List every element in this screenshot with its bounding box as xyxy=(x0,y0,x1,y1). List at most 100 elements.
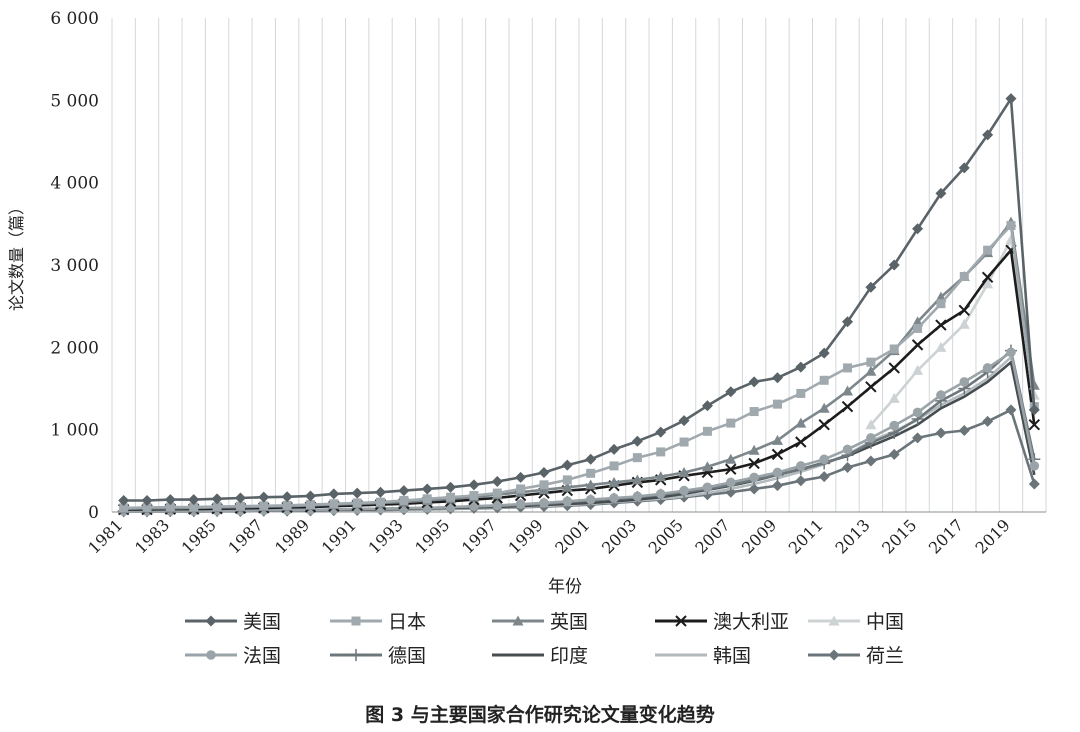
data-point xyxy=(771,372,783,384)
legend-marker xyxy=(206,650,216,660)
data-point xyxy=(608,443,620,455)
data-point xyxy=(515,499,526,509)
legend-label: 澳大利亚 xyxy=(713,611,789,633)
data-point xyxy=(445,481,457,493)
data-point xyxy=(936,390,946,400)
legend-item: 法国 xyxy=(185,645,281,667)
data-point xyxy=(655,489,666,499)
series-2 xyxy=(119,220,1039,513)
data-point xyxy=(491,476,503,488)
data-point xyxy=(165,502,175,512)
data-point xyxy=(796,461,806,471)
data-point xyxy=(235,501,245,511)
data-point xyxy=(795,361,807,373)
data-point xyxy=(843,363,853,373)
data-point xyxy=(842,385,854,396)
data-point xyxy=(958,424,970,436)
data-point xyxy=(376,497,386,507)
legend-marker xyxy=(350,649,362,661)
data-point xyxy=(561,481,573,492)
x-tick-label: 1983 xyxy=(131,515,173,557)
x-tick-label: 2005 xyxy=(645,515,687,557)
legend-item: 美国 xyxy=(185,611,281,633)
data-point xyxy=(935,427,947,439)
data-point xyxy=(748,483,760,495)
data-point xyxy=(398,485,410,497)
data-point xyxy=(351,487,363,499)
data-point xyxy=(725,386,737,398)
data-point xyxy=(912,364,924,375)
data-point xyxy=(818,402,830,413)
data-point xyxy=(983,245,993,255)
data-point xyxy=(982,415,994,427)
data-point xyxy=(772,399,782,409)
data-point xyxy=(632,453,642,463)
data-point xyxy=(212,502,222,512)
data-point xyxy=(982,129,994,141)
data-point xyxy=(888,448,900,460)
data-point xyxy=(771,448,784,461)
data-point xyxy=(1005,404,1017,416)
data-point xyxy=(819,375,829,385)
data-point xyxy=(1005,93,1017,105)
legend-label: 印度 xyxy=(550,645,588,667)
data-point xyxy=(562,475,572,485)
y-tick-label: 5 000 xyxy=(50,91,99,111)
data-point xyxy=(468,479,480,491)
x-tick-label: 2011 xyxy=(785,515,827,557)
data-point xyxy=(492,488,502,498)
x-tick-label: 1993 xyxy=(364,515,406,557)
data-point xyxy=(188,494,200,506)
data-point xyxy=(958,304,970,316)
data-point xyxy=(748,444,760,455)
data-point xyxy=(912,432,924,444)
data-point xyxy=(889,344,899,354)
x-tick-label: 1987 xyxy=(224,515,266,557)
data-point xyxy=(749,472,759,483)
data-point xyxy=(329,499,339,509)
data-point xyxy=(678,466,690,477)
legend-item: 荷兰 xyxy=(808,645,904,667)
legend-item: 中国 xyxy=(808,611,904,633)
legend-marker xyxy=(512,615,524,626)
x-tick-label: 1999 xyxy=(505,515,547,557)
data-point xyxy=(1006,220,1016,230)
data-point xyxy=(701,400,713,412)
data-point xyxy=(818,471,830,483)
data-point xyxy=(888,259,900,271)
data-point xyxy=(796,388,806,398)
data-point xyxy=(702,426,712,436)
data-point xyxy=(469,491,479,501)
data-point xyxy=(912,407,923,418)
data-point xyxy=(234,492,246,504)
data-point xyxy=(446,492,456,502)
data-point xyxy=(795,417,807,428)
series-layer xyxy=(117,93,1041,518)
series-line xyxy=(123,97,1036,502)
data-point xyxy=(911,339,924,351)
legend-item: 日本 xyxy=(330,611,426,633)
data-point xyxy=(259,501,269,511)
data-point xyxy=(118,494,130,506)
data-point xyxy=(1028,404,1040,416)
data-point xyxy=(142,502,152,512)
data-point xyxy=(749,407,759,417)
data-point xyxy=(748,376,760,388)
data-point xyxy=(865,455,877,467)
data-point xyxy=(865,381,877,393)
data-point xyxy=(795,436,807,448)
data-point xyxy=(282,500,292,510)
legend-item: 印度 xyxy=(492,645,588,667)
data-point xyxy=(982,278,994,289)
data-point xyxy=(562,496,573,507)
x-tick-label: 2003 xyxy=(598,515,640,557)
data-point xyxy=(842,316,854,328)
x-tick-label: 1991 xyxy=(318,515,360,557)
data-point xyxy=(748,457,760,470)
data-point xyxy=(352,498,362,508)
data-point xyxy=(842,444,853,455)
data-point xyxy=(725,477,736,488)
data-point xyxy=(935,341,947,352)
